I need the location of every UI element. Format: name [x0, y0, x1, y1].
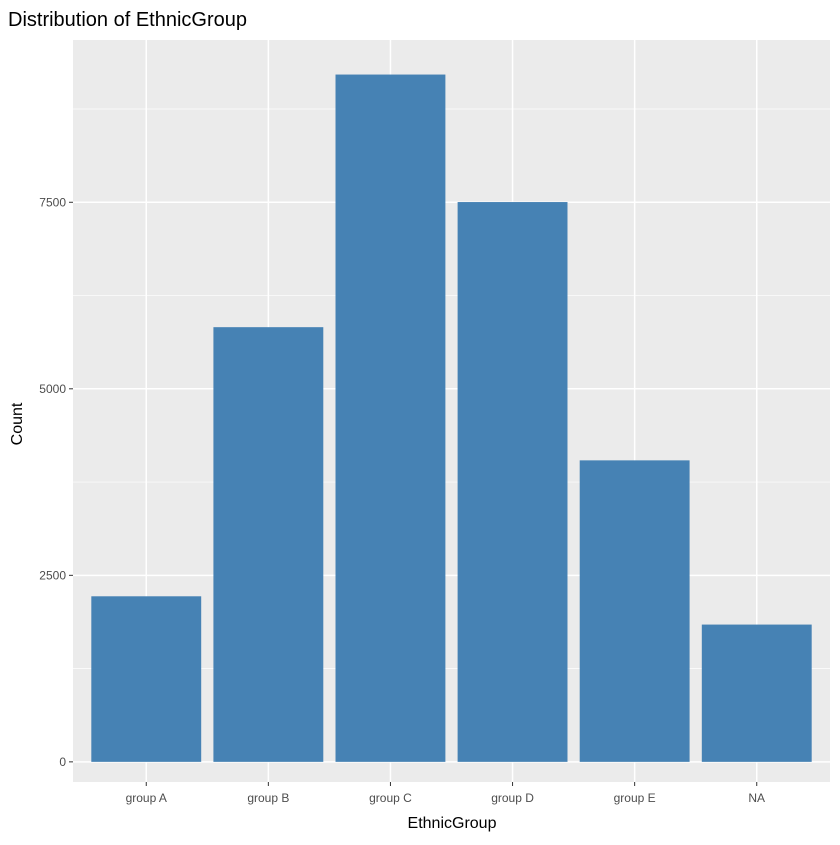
x-axis-title: EthnicGroup	[408, 815, 497, 832]
bar-na	[701, 624, 812, 762]
y-tick-label: 5000	[39, 382, 66, 396]
bar-group-d	[457, 202, 568, 762]
x-tick-label: group D	[491, 791, 534, 805]
x-tick-label: group B	[247, 791, 289, 805]
y-axis-ticks: 0 2500 5000 7500	[39, 195, 73, 769]
bar-group-a	[91, 596, 202, 762]
chart-title: Distribution of EthnicGroup	[8, 9, 247, 31]
bar-group-e	[579, 460, 690, 762]
plot-panel	[73, 40, 830, 782]
bar-group-b	[213, 327, 324, 762]
x-tick-label: group A	[126, 791, 167, 805]
y-tick-label: 7500	[39, 195, 66, 209]
bar-group-c	[335, 74, 446, 762]
x-tick-label: group E	[614, 791, 656, 805]
x-tick-label: group C	[369, 791, 412, 805]
y-tick-label: 0	[59, 755, 66, 769]
y-axis-title: Count	[9, 402, 26, 445]
x-tick-label: NA	[748, 791, 765, 805]
x-axis-ticks: group A group B group C group D group E NA	[126, 782, 765, 805]
y-tick-label: 2500	[39, 568, 66, 582]
